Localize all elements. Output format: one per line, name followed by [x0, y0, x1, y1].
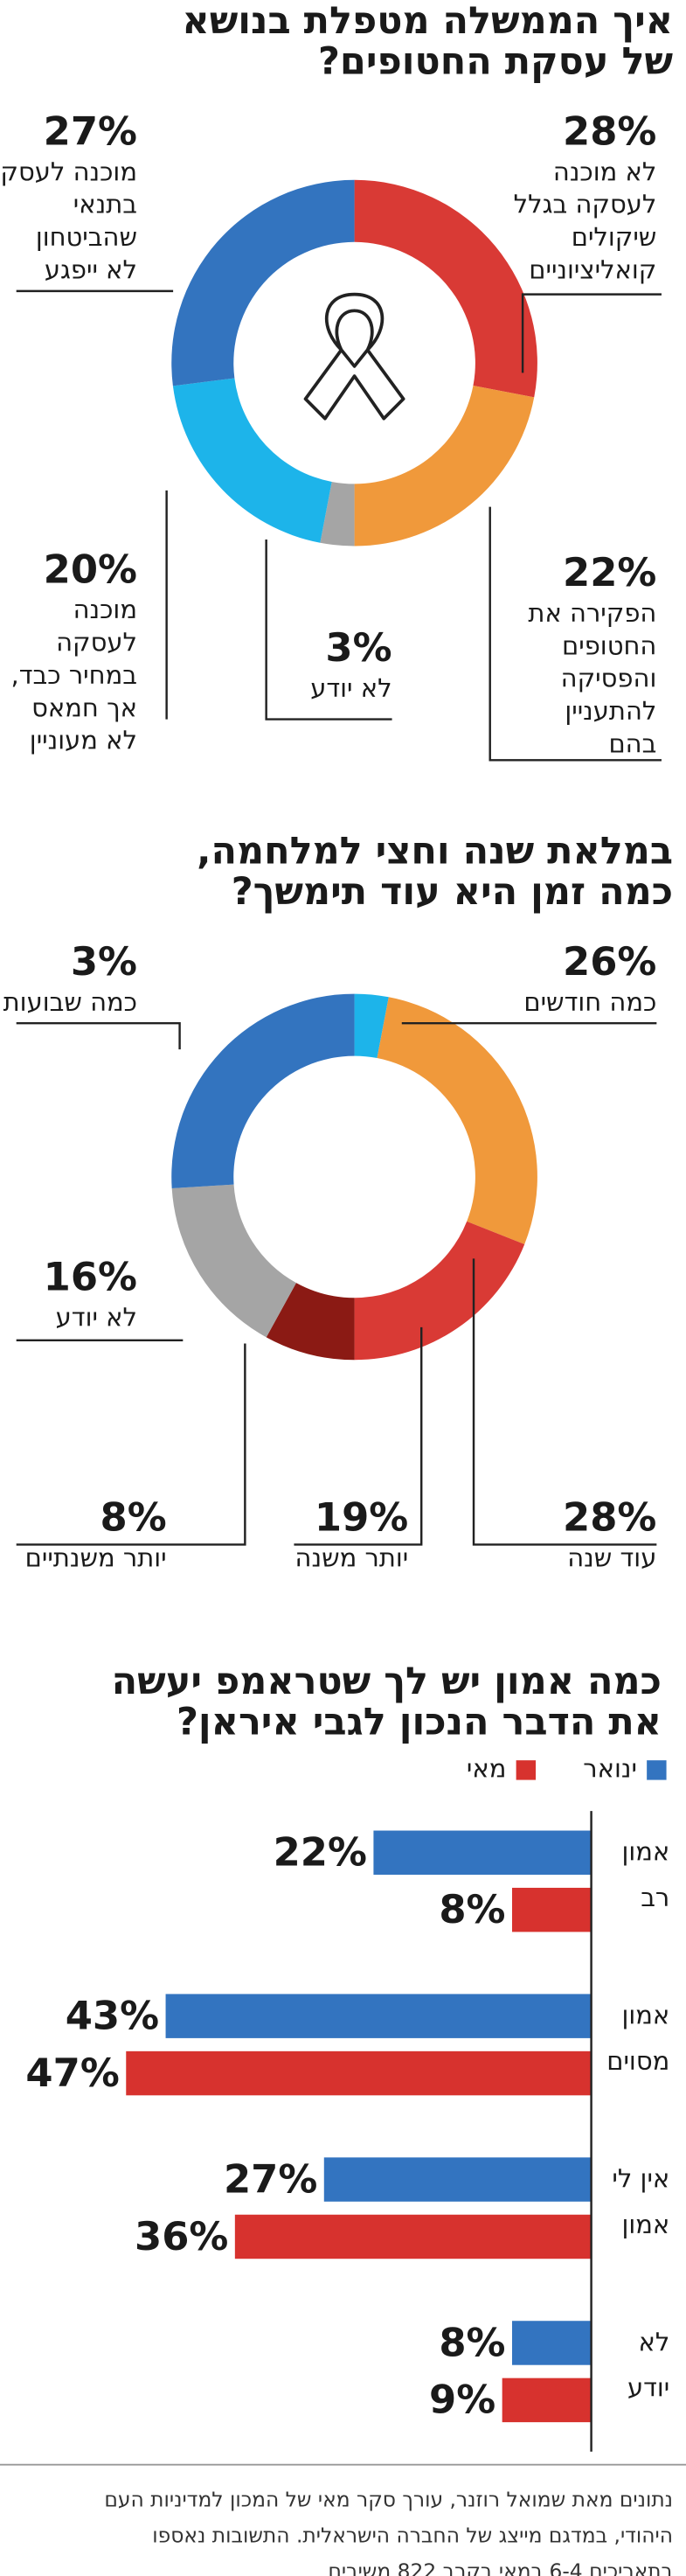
- slice-label: שיקולים: [572, 222, 657, 252]
- bar-value-label: 36%: [135, 2213, 228, 2259]
- slice-value-label: 8%: [100, 1493, 167, 1540]
- slice-value-label: 20%: [44, 546, 137, 592]
- slice-label: לא מעוניין: [30, 726, 137, 755]
- slice-label: לא יודע: [56, 1303, 137, 1333]
- slice-label: לא ייפגע: [45, 254, 137, 284]
- slice-label: מוכנה: [73, 595, 137, 624]
- legend-label: ינואר: [583, 1753, 637, 1783]
- slice-label: החטופים: [562, 630, 656, 660]
- footer-note: היהודי, במדגם מייצג של החברה הישראלית. ה…: [152, 2523, 673, 2547]
- category-label: רב: [641, 1883, 669, 1912]
- slice-label: שהביטחון: [36, 222, 137, 252]
- slice-value-label: 22%: [563, 549, 656, 595]
- bar: [511, 1887, 592, 1932]
- chart-title: כמה אמון יש לך שטראמפ יעשה: [112, 1660, 662, 1703]
- slice-value-label: 16%: [44, 1254, 137, 1300]
- bar: [323, 2157, 592, 2202]
- slice-label: בתנאי: [73, 190, 137, 219]
- bar-value-label: 47%: [25, 2050, 119, 2096]
- bar: [126, 2050, 592, 2096]
- slice-label: להתעניין: [565, 696, 656, 726]
- category-label: לא: [638, 2327, 669, 2357]
- slice-label: מוכנה לעסקה: [0, 157, 137, 186]
- footer-note: נתונים מאת שמואל רוזנר, עורך סקר מאי של …: [104, 2487, 673, 2511]
- donut-slice: [171, 1184, 296, 1338]
- slice-label: לעסקה: [56, 628, 137, 658]
- donut-slice: [354, 1221, 525, 1361]
- category-label: אמון: [621, 2001, 669, 2030]
- bar: [165, 1994, 592, 2038]
- legend-swatch: [647, 1760, 667, 1780]
- slice-value-label: 3%: [71, 938, 137, 985]
- slice-label: כמה שבועות: [3, 987, 137, 1017]
- bar: [373, 1830, 592, 1875]
- bar-value-label: 9%: [429, 2377, 495, 2423]
- donut-slice: [266, 1283, 355, 1361]
- slice-label: יותר משנתיים: [25, 1542, 167, 1572]
- category-label: יודע: [627, 2373, 669, 2403]
- category-label: אמון: [621, 2210, 669, 2239]
- bar-value-label: 22%: [274, 1829, 367, 1876]
- donut-slice: [354, 179, 537, 398]
- legend-label: מאי: [467, 1753, 507, 1783]
- slice-value-label: 28%: [563, 1493, 656, 1540]
- chart-title: במלאת שנה וחצי למלחמה,: [197, 829, 673, 873]
- slice-value-label: 28%: [563, 108, 656, 154]
- slice-label: לא יודע: [310, 673, 392, 703]
- slice-label: במחיר כבד,: [11, 660, 137, 690]
- ribbon-icon: [303, 292, 405, 421]
- slice-label: והפסיקה: [561, 664, 657, 693]
- bar-value-label: 27%: [224, 2155, 317, 2202]
- bar: [234, 2214, 592, 2259]
- donut-slice: [377, 997, 537, 1244]
- footer-note: בתאריכים 6-4 במאי בקרב 822 משיבים: [328, 2559, 673, 2576]
- donut-slice: [171, 179, 355, 386]
- leader-line: [521, 293, 662, 373]
- slice-value-label: 26%: [563, 938, 656, 985]
- ribbon-loop: [335, 309, 374, 368]
- slice-label: קואליציוניים: [529, 254, 656, 284]
- leader-line: [16, 1343, 246, 1546]
- slice-label: כמה חודשים: [523, 987, 656, 1017]
- slice-label: הפקירה את: [528, 598, 656, 628]
- slice-label: לעסקה בגלל: [514, 190, 657, 219]
- slice-value-label: 19%: [315, 1493, 408, 1540]
- slice-label: לא מוכנה: [553, 157, 656, 186]
- category-label: אמון: [621, 1837, 669, 1867]
- leader-line: [16, 1021, 181, 1050]
- slice-label: בהם: [608, 728, 656, 758]
- donut-slice: [354, 386, 535, 547]
- slice-label: אך חמאס: [31, 693, 137, 722]
- slice-label: יותר משנה: [295, 1542, 409, 1572]
- chart-title: של עסקת החטופים?: [318, 40, 673, 84]
- chart-title: את הדבר הנכון לגבי איראן?: [177, 1701, 662, 1744]
- category-label: אין לי: [612, 2164, 669, 2194]
- leader-line: [472, 1258, 657, 1546]
- donut-slice: [320, 481, 355, 547]
- leader-line: [265, 539, 392, 721]
- bar-value-label: 8%: [439, 2319, 505, 2365]
- donut-slice: [171, 993, 355, 1189]
- bar-value-label: 8%: [439, 1886, 505, 1932]
- category-label: מסוים: [606, 2046, 669, 2076]
- donut-slice: [172, 378, 332, 543]
- bar: [502, 2378, 592, 2423]
- chart-title: איך הממשלה מטפלת בנושא: [182, 0, 673, 43]
- slice-value-label: 3%: [325, 624, 392, 671]
- slice-value-label: 27%: [44, 108, 137, 154]
- chart-title: כמה זמן היא עוד תימשך?: [232, 870, 673, 914]
- donut-slice: [354, 993, 389, 1059]
- leader-line: [489, 506, 662, 762]
- slice-label: עוד שנה: [567, 1542, 656, 1572]
- leader-line: [294, 1326, 423, 1546]
- legend-swatch: [516, 1760, 537, 1780]
- bar: [511, 2321, 592, 2365]
- bar-value-label: 43%: [66, 1992, 159, 2038]
